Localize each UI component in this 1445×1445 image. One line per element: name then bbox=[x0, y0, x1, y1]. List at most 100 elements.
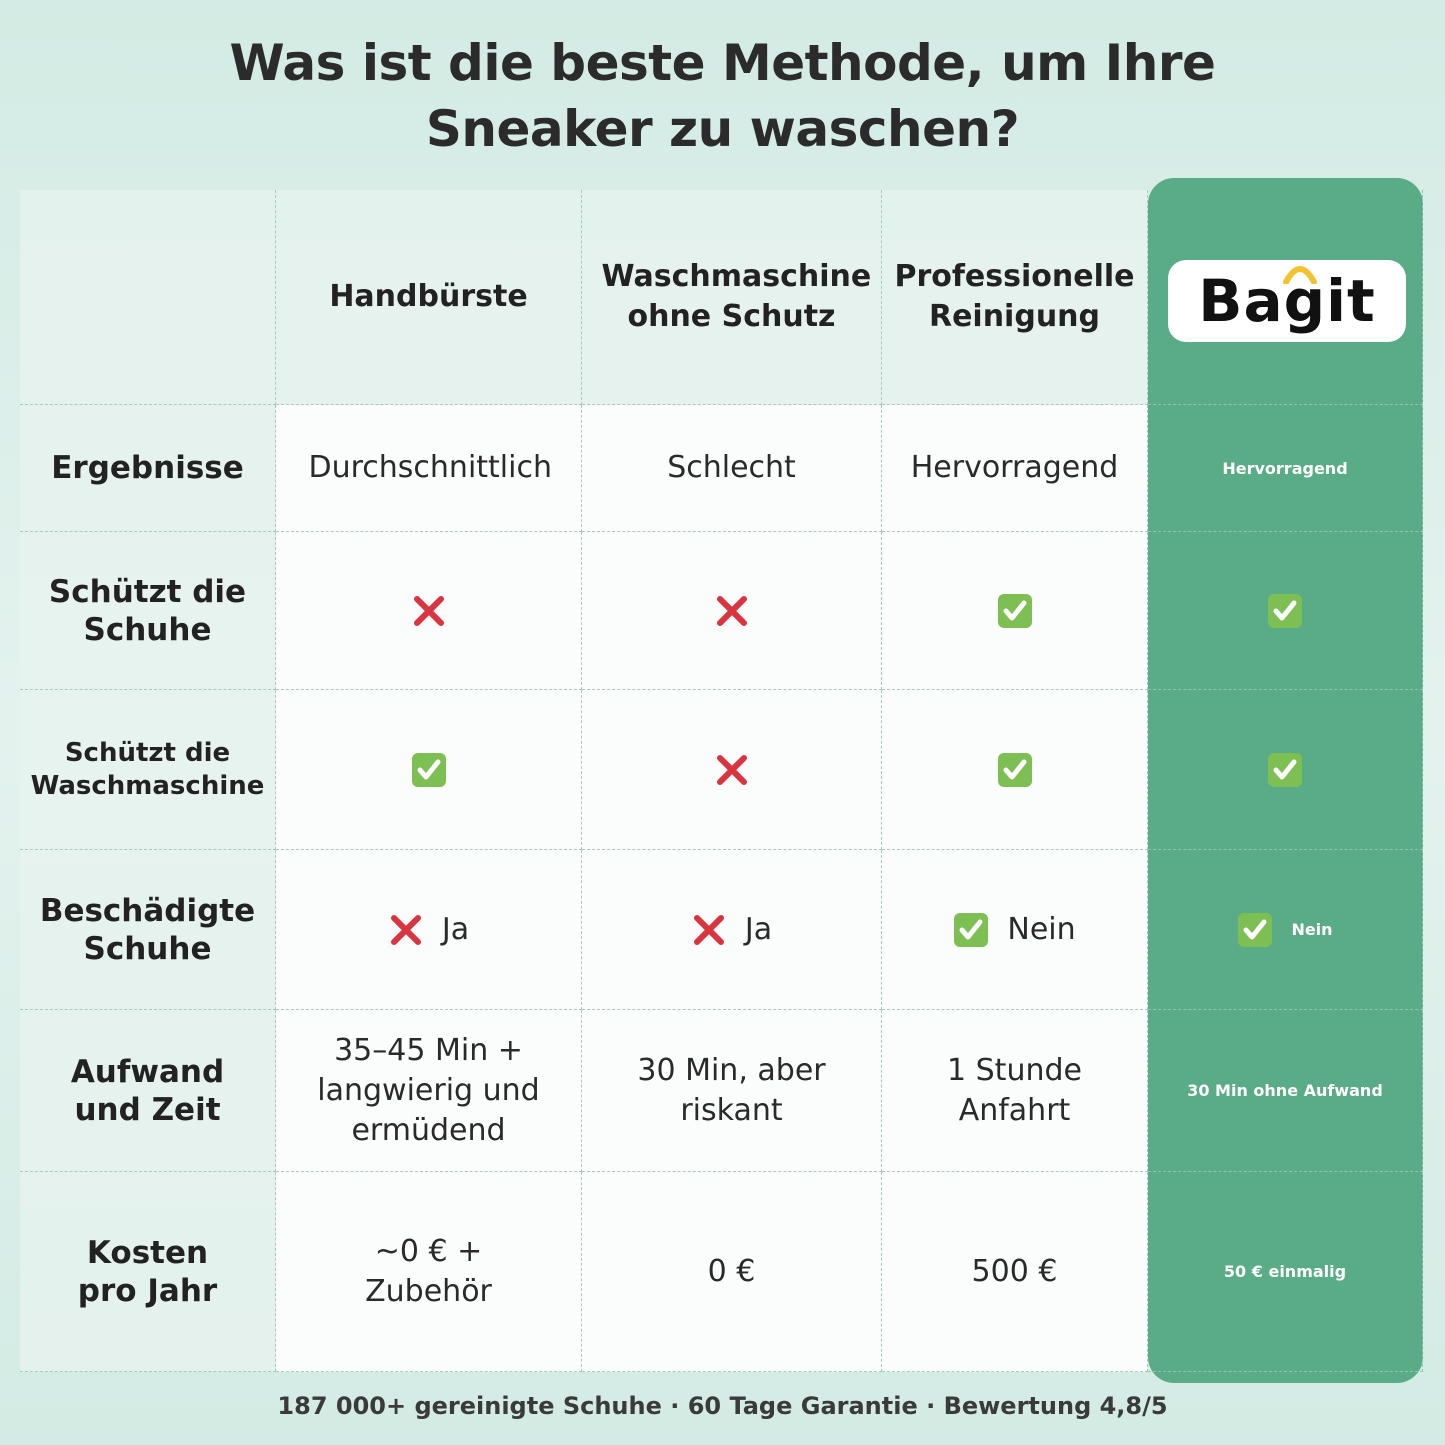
table-cell: 0 € bbox=[582, 1172, 882, 1372]
cross-icon bbox=[716, 754, 747, 785]
table-cell: Hervorragend bbox=[1148, 405, 1423, 532]
cell-content: 35–45 Min + langwierig und ermüdend bbox=[309, 1031, 549, 1151]
table-cell: 1 Stunde Anfahrt bbox=[882, 1010, 1148, 1172]
cross-icon bbox=[390, 914, 421, 945]
cell-content: Nein bbox=[953, 910, 1076, 950]
column-header: Handbürste bbox=[276, 190, 582, 405]
cell-content: 30 Min, aber riskant bbox=[602, 1051, 862, 1131]
table-cell bbox=[276, 690, 582, 850]
table-cell bbox=[882, 532, 1148, 690]
cell-content bbox=[997, 593, 1033, 629]
row-label-text: Beschädigte Schuhe bbox=[39, 892, 256, 967]
table-cell bbox=[582, 690, 882, 850]
row-label: Schützt die Waschmaschine bbox=[20, 690, 276, 850]
cell-content bbox=[411, 752, 447, 788]
table-cell: Ja bbox=[276, 850, 582, 1010]
column-header-text: Waschmaschine ohne Schutz bbox=[601, 259, 872, 334]
check-icon bbox=[1268, 752, 1302, 787]
footer: 187 000+ gereinigte Schuhe · 60 Tage Gar… bbox=[277, 1392, 1168, 1420]
cell-content: Hervorragend bbox=[911, 448, 1119, 488]
cell-content: Ja bbox=[388, 910, 469, 950]
cell-content: Schlecht bbox=[667, 448, 796, 488]
cross-icon bbox=[413, 595, 444, 626]
corner-cell bbox=[20, 190, 276, 405]
check-icon bbox=[1238, 912, 1273, 947]
cross-icon bbox=[716, 595, 747, 626]
table-cell: Durchschnittlich bbox=[276, 405, 582, 532]
cell-text: 30 Min, aber riskant bbox=[637, 1052, 826, 1128]
cell-content bbox=[411, 593, 447, 629]
cell-text: Ja bbox=[441, 911, 470, 947]
table-cell: 50 € einmalig bbox=[1148, 1172, 1423, 1372]
table-cell: 35–45 Min + langwierig und ermüdend bbox=[276, 1010, 582, 1172]
table-cell: 30 Min, aber riskant bbox=[582, 1010, 882, 1172]
cell-text: 30 Min ohne Aufwand bbox=[1187, 1081, 1383, 1100]
row-label: Ergebnisse bbox=[20, 405, 276, 532]
cross-icon bbox=[693, 914, 724, 945]
table-cell bbox=[1148, 532, 1423, 690]
check-icon bbox=[997, 752, 1032, 787]
table-cell bbox=[582, 532, 882, 690]
title: Was ist die beste Methode, um Ihre Sneak… bbox=[229, 34, 1216, 158]
row-label: Aufwand und Zeit bbox=[20, 1010, 276, 1172]
table-cell: Ja bbox=[582, 850, 882, 1010]
cell-content bbox=[1267, 752, 1303, 788]
table-cell: ~0 € + Zubehör bbox=[276, 1172, 582, 1372]
check-icon bbox=[411, 752, 446, 787]
column-header: Waschmaschine ohne Schutz bbox=[582, 190, 882, 405]
cell-content: 50 € einmalig bbox=[1224, 1262, 1346, 1281]
cell-content: 30 Min ohne Aufwand bbox=[1187, 1081, 1383, 1100]
column-header: Professionelle Reinigung bbox=[882, 190, 1148, 405]
row-label-text: Ergebnisse bbox=[51, 450, 244, 486]
logo-arc bbox=[1283, 266, 1317, 284]
cell-content: Ja bbox=[691, 910, 772, 950]
cell-text: Schlecht bbox=[667, 450, 796, 485]
cell-text: 1 Stunde Anfahrt bbox=[947, 1052, 1082, 1128]
cell-text: ~0 € + Zubehör bbox=[365, 1233, 492, 1309]
cell-content bbox=[714, 593, 750, 629]
table-cell: 500 € bbox=[882, 1172, 1148, 1372]
row-label: Beschädigte Schuhe bbox=[20, 850, 276, 1010]
cell-text: Nein bbox=[1007, 911, 1076, 947]
row-label-text: Aufwand und Zeit bbox=[70, 1053, 225, 1128]
table-cell: Nein bbox=[882, 850, 1148, 1010]
cell-text: Ja bbox=[744, 911, 773, 947]
brand-logo: Bagit bbox=[1168, 260, 1406, 342]
table-cell: Schlecht bbox=[582, 405, 882, 532]
table-cell bbox=[276, 532, 582, 690]
check-icon bbox=[997, 593, 1032, 628]
cell-text: 50 € einmalig bbox=[1223, 1262, 1347, 1281]
column-header-text: Professionelle Reinigung bbox=[894, 259, 1135, 334]
cell-text: Hervorragend bbox=[1222, 458, 1348, 478]
cell-content: Nein bbox=[1237, 912, 1333, 948]
table-cell bbox=[1148, 690, 1423, 850]
cell-content bbox=[714, 752, 750, 788]
cell-text: 0 € bbox=[707, 1253, 756, 1289]
cell-text: 35–45 Min + langwierig und ermüdend bbox=[317, 1032, 540, 1148]
cell-content: 1 Stunde Anfahrt bbox=[905, 1051, 1125, 1131]
row-label: Kosten pro Jahr bbox=[20, 1172, 276, 1372]
cell-content: ~0 € + Zubehör bbox=[309, 1232, 549, 1312]
cell-content bbox=[1267, 593, 1303, 629]
column-header-text: Handbürste bbox=[329, 279, 528, 314]
cell-text: Hervorragend bbox=[910, 450, 1119, 485]
row-label-text: Schützt die Schuhe bbox=[48, 573, 247, 648]
cell-content: 500 € bbox=[972, 1252, 1058, 1292]
table-cell: 30 Min ohne Aufwand bbox=[1148, 1010, 1423, 1172]
table-cell: Hervorragend bbox=[882, 405, 1148, 532]
cell-text: Nein bbox=[1291, 920, 1333, 939]
row-label-text: Kosten pro Jahr bbox=[77, 1234, 218, 1309]
brand-header bbox=[1148, 190, 1423, 405]
cell-content: Hervorragend bbox=[1222, 459, 1347, 478]
cell-text: 500 € bbox=[971, 1253, 1058, 1289]
check-icon bbox=[954, 912, 989, 947]
row-label: Schützt die Schuhe bbox=[20, 532, 276, 690]
cell-text: Durchschnittlich bbox=[308, 450, 553, 485]
table-cell: Nein bbox=[1148, 850, 1423, 1010]
check-icon bbox=[1268, 593, 1302, 628]
cell-content: 0 € bbox=[708, 1252, 756, 1292]
cell-content: Durchschnittlich bbox=[308, 448, 553, 488]
cell-content bbox=[997, 752, 1033, 788]
row-label-text: Schützt die Waschmaschine bbox=[30, 737, 265, 801]
